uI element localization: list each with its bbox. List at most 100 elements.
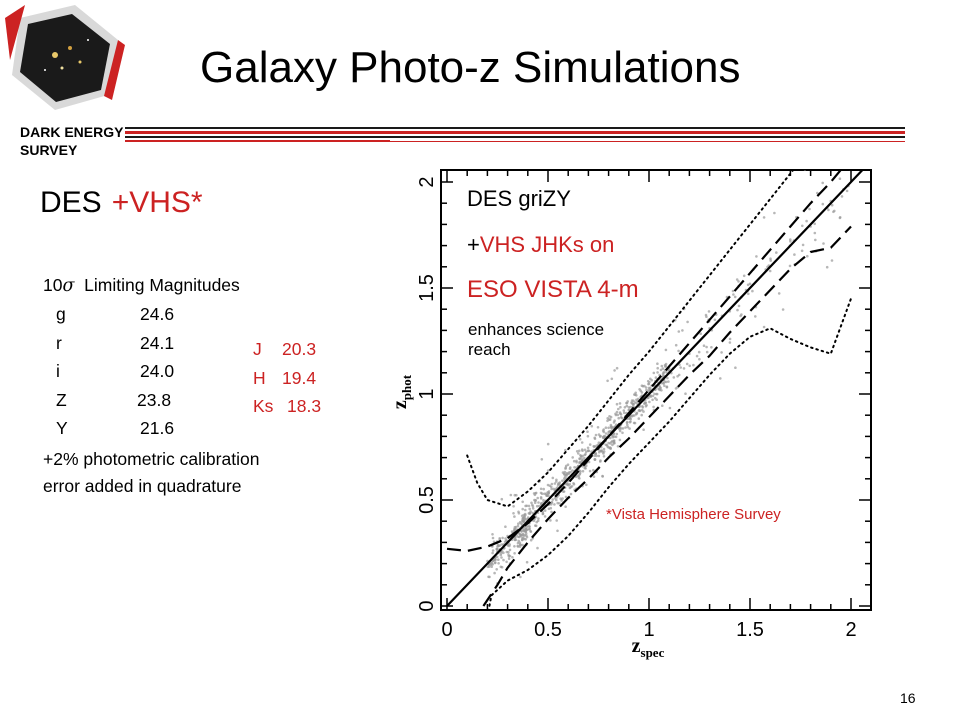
scatter-point	[626, 425, 630, 429]
scatter-point	[594, 433, 598, 437]
scatter-point	[527, 525, 530, 528]
scatter-point	[597, 454, 601, 458]
band-name: Y	[56, 418, 68, 438]
scatter-point	[536, 496, 539, 500]
scatter-point	[629, 417, 632, 421]
scatter-point	[551, 476, 555, 480]
scatter-point	[773, 211, 776, 215]
scatter-point	[622, 409, 626, 412]
x-axis-label: zspec	[632, 635, 665, 660]
scatter-point	[539, 496, 543, 499]
scatter-point	[677, 349, 680, 353]
scatter-point	[497, 558, 500, 561]
scatter-point	[616, 413, 620, 417]
scatter-point	[531, 507, 535, 510]
scatter-point	[628, 420, 632, 424]
scatter-point	[692, 363, 695, 367]
y-tick-label: 0.5	[416, 486, 438, 514]
scatter-point	[660, 389, 663, 392]
scatter-point	[688, 364, 691, 368]
scatter-point	[838, 177, 842, 180]
scatter-point	[522, 519, 526, 522]
scatter-point	[522, 513, 525, 517]
scatter-point	[665, 386, 669, 389]
scatter-point	[609, 436, 612, 440]
scatter-point	[585, 464, 588, 468]
scatter-point	[630, 399, 634, 402]
scatter-point	[827, 208, 830, 212]
scatter-point	[602, 430, 606, 434]
scatter-point	[662, 381, 665, 385]
scatter-point	[587, 460, 591, 464]
scatter-point	[664, 380, 668, 384]
scatter-point	[674, 343, 678, 347]
x-tick-label: 1.5	[736, 619, 764, 641]
scatter-point	[565, 483, 569, 486]
scatter-point	[684, 392, 687, 395]
scatter-point	[516, 524, 520, 528]
scatter-point	[661, 367, 665, 370]
scatter-point	[641, 405, 644, 408]
scatter-point	[682, 367, 686, 370]
scatter-point	[702, 344, 706, 347]
scatter-point	[615, 402, 619, 406]
scatter-point	[579, 470, 582, 473]
scatter-point	[602, 455, 606, 458]
scatter-point	[710, 346, 713, 349]
scatter-point	[502, 558, 505, 562]
scatter-point	[825, 265, 829, 269]
limits-heading: 10σ Limiting Magnitudes	[43, 276, 240, 296]
scatter-point	[666, 376, 669, 380]
x-tick-label: 2	[845, 619, 856, 641]
scatter-point	[524, 504, 527, 508]
scatter-point	[642, 410, 645, 413]
scatter-point	[803, 170, 807, 171]
scatter-point	[698, 357, 701, 361]
scatter-point	[609, 423, 613, 427]
scatter-point	[520, 519, 524, 523]
scatter-point	[568, 483, 572, 486]
scatter-point	[539, 487, 543, 491]
scatter-point	[578, 437, 582, 441]
scatter-point	[517, 535, 520, 539]
scatter-point	[564, 505, 567, 509]
scatter-point	[663, 384, 666, 387]
scatter-point	[584, 467, 587, 470]
scatter-point	[571, 469, 574, 472]
scatter-point	[651, 394, 655, 398]
scatter-point	[534, 524, 537, 527]
scatter-point	[821, 202, 825, 206]
scatter-point	[579, 454, 582, 457]
scatter-point	[599, 460, 602, 463]
scatter-point	[549, 519, 552, 522]
scatter-point	[645, 388, 648, 392]
scatter-point	[583, 456, 586, 460]
scatter-point	[507, 553, 510, 557]
scatter-point	[705, 350, 709, 354]
scatter-point	[542, 487, 545, 491]
scatter-point	[513, 545, 516, 548]
x-tick-label: 0	[441, 619, 452, 641]
scatter-point	[830, 203, 834, 207]
scatter-point	[623, 406, 627, 409]
scatter-point	[645, 404, 648, 407]
vhs-footnote: *Vista Hemisphere Survey	[606, 506, 781, 523]
scatter-point	[572, 483, 576, 486]
scatter-point	[672, 376, 676, 379]
scatter-point	[652, 405, 655, 409]
scatter-point	[732, 293, 735, 296]
scatter-point	[581, 469, 585, 473]
scatter-point	[562, 472, 566, 476]
scatter-point	[789, 238, 792, 241]
y-tick-label: 2	[416, 176, 438, 187]
y-axis-label: zphot	[390, 374, 414, 409]
scatter-point	[751, 289, 754, 293]
scatter-point	[625, 404, 629, 408]
scatter-point	[504, 537, 507, 540]
calibration-line-2: error added in quadrature	[43, 476, 242, 496]
scatter-point	[660, 364, 664, 368]
scatter-point	[508, 548, 512, 552]
scatter-point	[667, 380, 670, 383]
scatter-point	[586, 430, 589, 434]
scatter-point	[733, 295, 737, 299]
